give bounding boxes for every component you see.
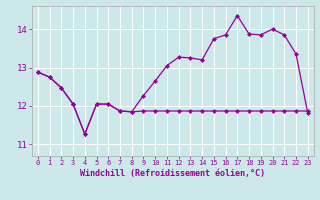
X-axis label: Windchill (Refroidissement éolien,°C): Windchill (Refroidissement éolien,°C) <box>80 169 265 178</box>
